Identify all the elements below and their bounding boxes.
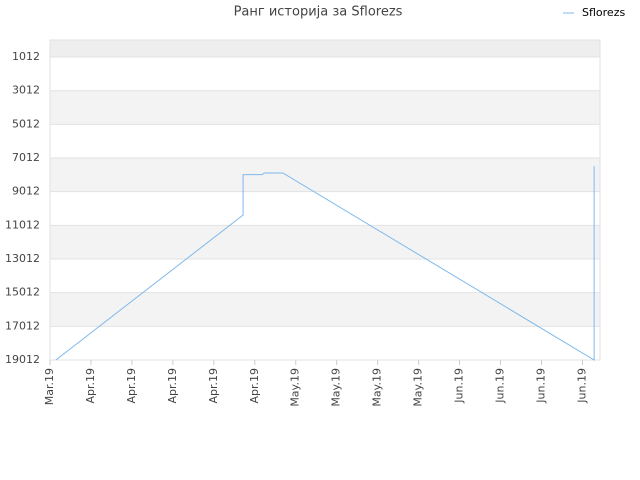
y-tick-label: 19012 — [5, 353, 40, 366]
y-tick-label: 3012 — [12, 84, 40, 97]
y-tick-label: 15012 — [5, 286, 40, 299]
x-tick-label: Apr.19 — [248, 368, 261, 404]
grid-band — [50, 90, 600, 125]
x-tick-label: Apr.19 — [207, 368, 220, 404]
grid-band — [50, 158, 600, 192]
line — [55, 166, 595, 361]
y-tick-label: 1012 — [12, 50, 40, 63]
x-tick-label: Apr.19 — [84, 368, 97, 404]
x-tick-label: Jun.19 — [534, 368, 547, 404]
grid-band — [50, 40, 600, 58]
y-tick-label: 7012 — [12, 151, 40, 164]
x-tick-label: Jun.19 — [453, 368, 466, 404]
chart-title: Ранг историја за Sflorezs — [234, 5, 403, 20]
y-tick-label: 11012 — [5, 218, 40, 231]
x-tick-label: Jun.19 — [575, 368, 588, 404]
x-tick-label: Jun.19 — [494, 368, 507, 404]
grid-band — [50, 292, 600, 327]
x-tick-label: May.19 — [412, 368, 425, 407]
y-tick-label: 17012 — [5, 319, 40, 332]
x-tick-label: May.19 — [289, 368, 302, 407]
x-tick-label: Apr.19 — [166, 368, 179, 404]
y-tick-label: 5012 — [12, 117, 40, 130]
x-tick-label: Apr.19 — [125, 368, 138, 404]
y-tick-label: 9012 — [12, 185, 40, 198]
y-tick-label: 13012 — [5, 252, 40, 265]
x-tick-label: May.19 — [330, 368, 343, 407]
plot-border — [49, 39, 601, 361]
grid-band — [50, 225, 600, 260]
x-tick-label: May.19 — [371, 368, 384, 407]
legend-label: Sflorezs — [582, 6, 625, 19]
x-tick-label: Mar.19 — [43, 368, 56, 405]
